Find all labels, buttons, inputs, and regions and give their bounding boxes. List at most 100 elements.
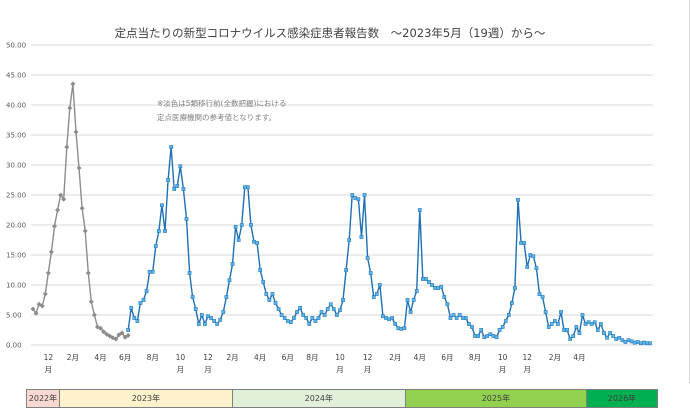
data-point xyxy=(233,224,238,229)
data-point xyxy=(246,185,250,190)
y-tick-label: 10.00 xyxy=(6,282,26,290)
data-point xyxy=(236,238,241,242)
data-point xyxy=(289,320,293,325)
y-tick-label: 50.00 xyxy=(6,42,26,50)
data-point xyxy=(528,253,533,257)
data-point xyxy=(381,314,385,319)
data-point xyxy=(402,326,407,331)
data-point xyxy=(175,184,180,188)
data-point xyxy=(546,325,551,329)
y-tick-label: 40.00 xyxy=(6,102,26,110)
data-point xyxy=(344,268,348,272)
data-point xyxy=(325,307,330,311)
data-point xyxy=(516,197,520,202)
data-point xyxy=(169,145,173,149)
grid-lines xyxy=(31,44,653,346)
data-point xyxy=(267,298,272,302)
data-point xyxy=(307,322,312,326)
data-point xyxy=(442,295,447,299)
data-point xyxy=(193,307,198,311)
data-point xyxy=(617,335,622,340)
year-label: 2023年 xyxy=(131,394,161,403)
data-point xyxy=(239,223,244,227)
data-point xyxy=(635,340,640,344)
data-point xyxy=(67,105,73,111)
data-point xyxy=(393,322,398,326)
data-point xyxy=(279,313,284,317)
data-point xyxy=(497,328,502,332)
data-point xyxy=(42,291,48,297)
data-point xyxy=(519,241,523,245)
data-point xyxy=(411,298,416,302)
year-label: 2024年 xyxy=(304,394,334,403)
year-segment: 2024年 xyxy=(232,390,406,407)
data-point xyxy=(319,310,324,314)
x-tick-label: 10 xyxy=(176,353,186,362)
data-point xyxy=(132,316,137,320)
data-point xyxy=(45,270,51,276)
data-point xyxy=(64,144,70,150)
data-point xyxy=(629,339,634,344)
data-point xyxy=(642,340,646,345)
data-point xyxy=(417,208,422,212)
data-point xyxy=(313,319,318,323)
data-point xyxy=(491,334,496,338)
data-point xyxy=(503,319,508,323)
data-point xyxy=(626,338,631,343)
data-point xyxy=(463,316,468,320)
data-point xyxy=(473,334,477,338)
series-layer xyxy=(30,81,652,346)
data-point xyxy=(592,320,597,325)
data-point xyxy=(408,310,413,314)
data-point xyxy=(534,266,539,271)
data-point xyxy=(522,241,526,245)
data-point xyxy=(147,269,152,274)
data-point xyxy=(215,322,220,326)
data-point xyxy=(304,316,309,320)
data-point xyxy=(506,313,511,317)
data-point xyxy=(399,326,404,331)
data-point xyxy=(258,268,263,272)
data-point xyxy=(48,249,54,255)
x-tick-label: 8月 xyxy=(147,353,159,362)
data-point xyxy=(221,310,226,314)
data-point xyxy=(30,306,36,312)
data-point xyxy=(328,302,333,307)
y-tick-label: 45.00 xyxy=(6,72,26,80)
year-segment: 2026年 xyxy=(586,390,657,407)
data-point xyxy=(390,316,394,320)
data-point xyxy=(374,292,379,296)
y-tick-label: 30.00 xyxy=(6,162,26,170)
data-point xyxy=(184,217,189,221)
data-point xyxy=(218,317,223,322)
x-tick-label: 12 xyxy=(522,353,532,362)
y-axis-ticks: 0.00 5.00 10.00 15.00 20.00 25.00 30.00 35.00 40… xyxy=(6,42,26,350)
data-point xyxy=(341,298,345,302)
data-point xyxy=(586,320,591,325)
x-tick-label: 2月 xyxy=(67,353,79,362)
year-segment: 2023年 xyxy=(59,390,233,407)
data-point xyxy=(33,310,39,316)
chart-frame: 0.00 5.00 10.00 15.00 20.00 25.00 30.00 35.00 40… xyxy=(6,0,690,383)
data-point xyxy=(494,335,499,340)
data-point xyxy=(537,292,542,296)
data-point xyxy=(543,310,548,314)
x-tick-label: 4月 xyxy=(414,353,426,362)
data-point xyxy=(420,277,425,281)
x-tick-label: 4月 xyxy=(254,353,266,362)
data-point xyxy=(648,341,652,346)
data-point xyxy=(540,295,545,299)
data-point xyxy=(125,332,131,338)
year-label: 2022年 xyxy=(28,394,58,403)
data-point xyxy=(166,178,170,182)
data-point xyxy=(457,313,462,317)
data-point xyxy=(531,254,536,259)
data-point xyxy=(91,312,97,318)
data-point xyxy=(368,271,373,275)
data-point xyxy=(39,303,45,309)
data-point xyxy=(82,228,88,234)
data-point xyxy=(61,196,67,202)
year-label: 2025年 xyxy=(481,394,511,403)
data-point xyxy=(255,241,259,245)
data-point xyxy=(292,316,296,320)
